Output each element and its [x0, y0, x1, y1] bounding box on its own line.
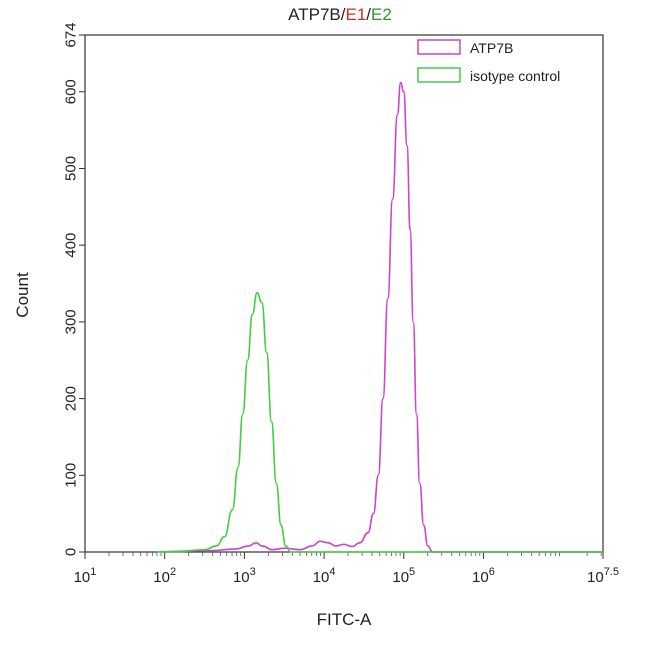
- x-tick-label: 102: [153, 566, 176, 586]
- series-layer: [156, 81, 603, 553]
- y-tick-label: 600: [63, 79, 80, 104]
- legend-swatch: [417, 39, 461, 55]
- chart-title: ATP7B/E1/E2: [288, 5, 392, 24]
- x-tick-label: 105: [392, 566, 415, 586]
- x-axis-ticks: 101 102 103 104 105 106 107.5: [74, 552, 619, 586]
- series-line-atp7b: [164, 81, 603, 553]
- x-tick-label: 104: [313, 566, 336, 586]
- x-axis-label: FITC-A: [317, 610, 372, 629]
- y-tick-label: 674: [63, 22, 80, 47]
- legend: ATP7B isotype control: [417, 39, 560, 84]
- plot-area: [84, 34, 604, 553]
- legend-label: ATP7B: [470, 40, 513, 56]
- y-tick-label: 400: [63, 233, 80, 258]
- legend-label: isotype control: [470, 68, 560, 84]
- title-part-0: ATP7B: [288, 5, 341, 24]
- y-tick-label: 0: [63, 548, 80, 556]
- x-tick-label: 107.5: [587, 566, 619, 586]
- title-part-4: E2: [371, 5, 392, 24]
- y-axis-ticks: 0 100 200 300 400 500 600 674: [63, 22, 85, 556]
- y-tick-label: 500: [63, 156, 80, 181]
- y-tick-label: 200: [63, 386, 80, 411]
- y-tick-label: 100: [63, 463, 80, 488]
- y-axis-label: Count: [13, 272, 32, 318]
- title-part-2: E1: [346, 5, 367, 24]
- x-tick-label: 103: [233, 566, 256, 586]
- y-tick-label: 300: [63, 309, 80, 334]
- x-tick-label: 101: [74, 566, 97, 586]
- title-part-3: /: [366, 5, 371, 24]
- title-part-1: /: [341, 5, 346, 24]
- series-line-isotype-control: [156, 291, 603, 553]
- x-tick-label: 106: [472, 566, 495, 586]
- plot-border: [84, 34, 604, 553]
- legend-swatch: [417, 67, 461, 83]
